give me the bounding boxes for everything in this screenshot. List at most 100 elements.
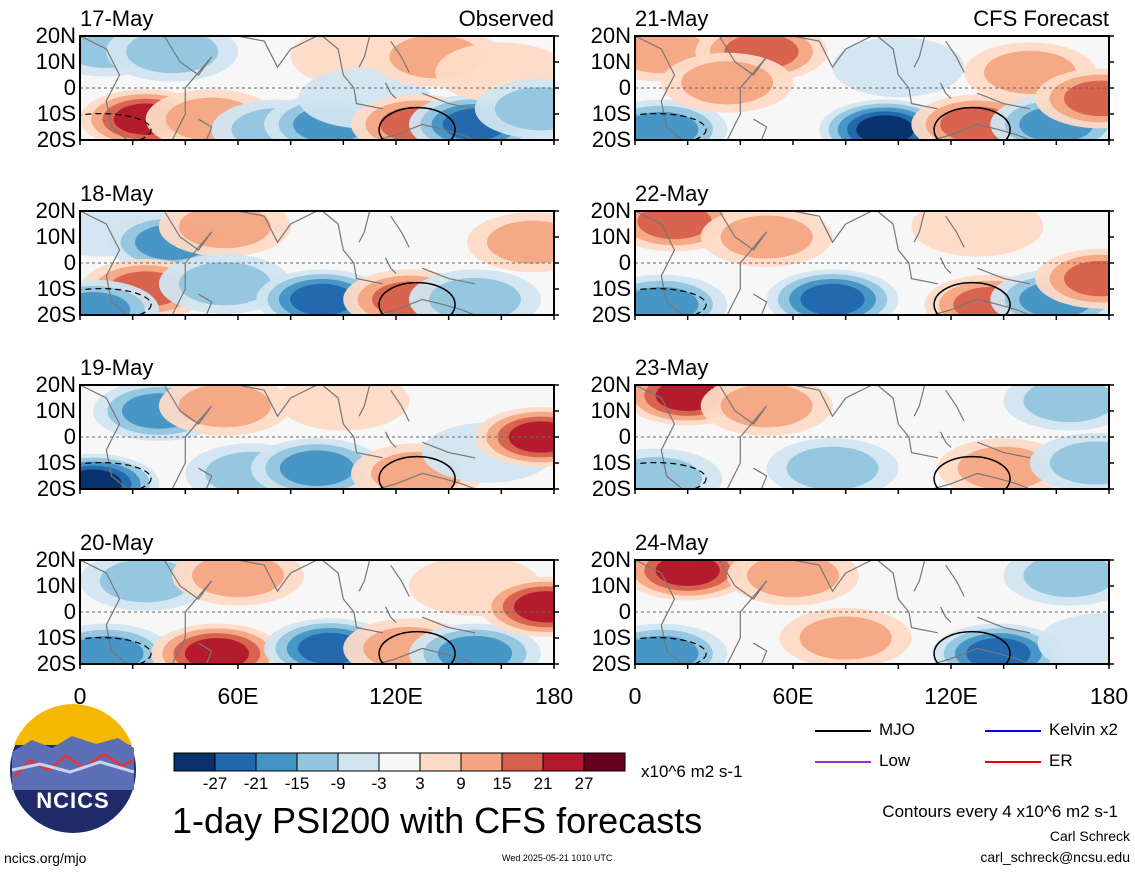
coastline <box>358 211 371 243</box>
coastline <box>753 467 768 489</box>
mjo-contour-negative <box>635 462 707 489</box>
colorbar-tick-label: 3 <box>415 774 425 793</box>
legend-label: Kelvin x2 <box>1049 720 1118 739</box>
colorbar-tick-label: -9 <box>330 774 346 793</box>
mjo-contour <box>933 106 1011 140</box>
coastline <box>939 82 952 99</box>
coastline <box>321 211 383 285</box>
observed-label: Observed <box>458 6 554 31</box>
lat-label: 10N <box>35 49 76 74</box>
coastline <box>377 647 476 664</box>
lat-label: 0 <box>63 599 76 624</box>
logo-graph-line <box>13 752 135 779</box>
coastline <box>384 606 397 623</box>
lat-label: 20N <box>590 547 631 572</box>
colorbar-segment <box>255 752 298 772</box>
anomaly-2 <box>178 385 271 428</box>
panel-22-May <box>635 211 1109 315</box>
ncics-logo <box>10 704 136 833</box>
anomaly-6 <box>911 211 1044 257</box>
anomaly-3 <box>800 283 865 315</box>
lat-label: 20N <box>590 198 631 223</box>
panel-17-May <box>80 36 554 140</box>
logo-sun <box>14 704 132 745</box>
coastline <box>939 431 952 448</box>
coastline <box>422 616 476 634</box>
coastline <box>718 36 768 140</box>
lat-label: 10N <box>35 224 76 249</box>
coastline <box>977 92 1031 110</box>
lat-label: 20N <box>590 372 631 397</box>
panel-20-May <box>80 560 554 664</box>
author-email: carl_schreck@ncsu.edu <box>980 849 1130 865</box>
colorbar-segment <box>378 752 421 772</box>
colorbar-segment <box>214 752 257 772</box>
anomaly-4 <box>1023 385 1109 423</box>
coastline <box>977 616 1031 634</box>
panel-23-May <box>635 385 1109 489</box>
anomaly-7 <box>1064 260 1109 297</box>
coastline <box>384 82 397 99</box>
lat-label: 10S <box>36 101 76 126</box>
lat-label: 20S <box>591 127 631 152</box>
coastline <box>792 211 873 244</box>
mjo-contour-negative <box>635 288 707 315</box>
anomaly-8 <box>514 591 554 623</box>
panel-19-May <box>80 385 554 489</box>
coastline <box>753 293 768 315</box>
mjo-contour-negative <box>80 113 152 140</box>
logo-text: NCICS <box>36 788 110 813</box>
coastline <box>390 215 410 248</box>
coastline <box>358 560 371 592</box>
anomaly-5 <box>290 283 355 315</box>
coastline <box>237 211 318 244</box>
lat-label: 20N <box>35 23 76 48</box>
colorbar-segment <box>583 752 626 772</box>
mjo-contour <box>933 281 1011 315</box>
colorbar-tick-label: 9 <box>456 774 466 793</box>
mjo-contour-negative <box>80 288 152 315</box>
coastline <box>390 40 410 73</box>
anomaly-2 <box>799 616 892 660</box>
lat-label: 20S <box>36 127 76 152</box>
lat-label: 20N <box>35 198 76 223</box>
lat-label: 20S <box>591 651 631 676</box>
coastline <box>237 560 318 593</box>
lon-label: 180 <box>534 683 574 709</box>
panel-date-label: 23-May <box>635 355 709 380</box>
panel-date-label: 22-May <box>635 181 709 206</box>
legend-label: ER <box>1049 751 1073 770</box>
anomaly-4 <box>856 115 915 140</box>
anomaly-2 <box>786 446 879 489</box>
colorbar-tick-label: 15 <box>492 774 512 793</box>
coastline <box>321 385 383 459</box>
coastline <box>163 385 213 489</box>
coastline <box>792 36 873 69</box>
lon-label: 60E <box>217 683 259 709</box>
anomaly-4 <box>279 450 355 486</box>
coastline <box>198 293 213 315</box>
lon-label: 0 <box>628 683 642 709</box>
lat-label: 0 <box>63 424 76 449</box>
coastline <box>358 385 371 417</box>
coastline <box>321 36 383 110</box>
lon-label: 120E <box>369 683 423 709</box>
coastline <box>377 123 476 140</box>
lat-label: 20S <box>36 476 76 501</box>
anomaly-5 <box>1049 441 1109 485</box>
colorbar-segment <box>542 752 585 772</box>
anomaly-3 <box>178 211 271 249</box>
mjo-contour <box>933 455 1011 489</box>
coastline <box>377 298 476 315</box>
lat-label: 10S <box>591 276 631 301</box>
lat-label: 10N <box>35 573 76 598</box>
coastline <box>792 385 873 418</box>
lon-label: 180 <box>1089 683 1129 709</box>
main-title: 1-day PSI200 with CFS forecasts <box>172 800 703 841</box>
coastline <box>876 211 938 285</box>
coastline <box>198 642 213 664</box>
lat-label: 0 <box>63 250 76 275</box>
mjo-contour-negative <box>635 637 707 664</box>
coastline <box>913 211 926 243</box>
coastline <box>753 642 768 664</box>
